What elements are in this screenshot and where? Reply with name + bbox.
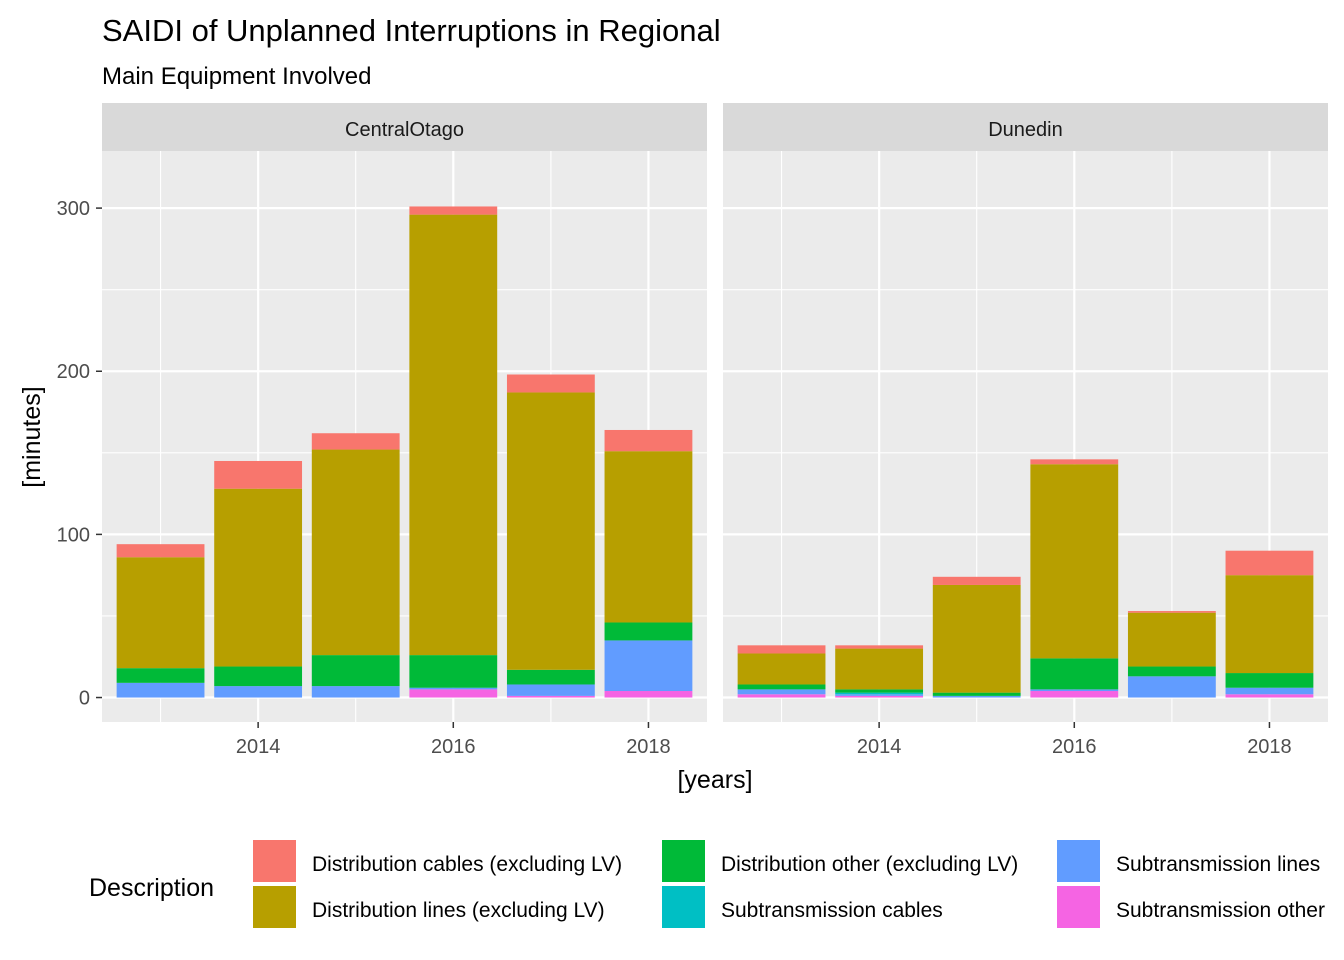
panel-0: CentralOtago 2014 2016 2018 0 100 200 300 [57, 103, 707, 758]
bar-segment [506, 374, 595, 393]
panel-1: Dunedin 2014 2016 2018 [723, 103, 1328, 758]
bar-segment [1030, 464, 1119, 659]
legend-label: Distribution other (excluding LV) [721, 853, 1018, 876]
bar-segment [1225, 687, 1314, 695]
bar-segment [1030, 658, 1119, 690]
y-tick-label: 300 [57, 198, 90, 220]
legend-key [253, 886, 296, 928]
legend: Distribution cables (excluding LV) Distri… [253, 840, 1325, 928]
legend-key [1057, 886, 1100, 928]
y-tick-label: 0 [79, 688, 90, 710]
legend-key [662, 886, 705, 928]
bar-segment [116, 544, 205, 558]
bar-segment [311, 449, 400, 656]
bar-segment [932, 692, 1021, 696]
bar-segment [932, 584, 1021, 693]
bar-segment [1127, 666, 1216, 677]
bar-segment [214, 666, 303, 687]
bar-segment [506, 392, 595, 670]
x-tick-label: 2016 [431, 736, 476, 758]
bar-segment [932, 695, 1021, 698]
bar-segment [409, 689, 498, 698]
bar-segment [1225, 694, 1314, 698]
bar-segment [1127, 611, 1216, 613]
legend-key [253, 840, 296, 882]
legend-key [1057, 840, 1100, 882]
bar-segment [835, 695, 924, 698]
bar-segment [1127, 676, 1216, 698]
bar-segment [737, 684, 826, 690]
bar-segment [214, 686, 303, 698]
bar-segment [409, 206, 498, 215]
bar-segment [1225, 673, 1314, 688]
bar-segment [311, 433, 400, 450]
facet-label: CentralOtago [345, 119, 464, 141]
facet-strip [723, 103, 1328, 151]
legend-label: Distribution cables (excluding LV) [312, 853, 622, 876]
bar-segment [1127, 612, 1216, 667]
bar-segment [506, 695, 595, 698]
bar-segment [835, 694, 924, 696]
bar-segment [116, 682, 205, 698]
bar-segment [835, 645, 924, 649]
x-axis-label: [years] [677, 766, 752, 794]
bar-segment [1030, 459, 1119, 465]
bar-segment [604, 451, 693, 623]
facet-strip [102, 103, 707, 151]
bar-segment [737, 645, 826, 654]
legend-title: Description [89, 874, 214, 902]
legend-label: Subtransmission other [1116, 899, 1325, 922]
legend-label: Distribution lines (excluding LV) [312, 899, 605, 922]
bar-segment [835, 648, 924, 690]
bar-segment [604, 429, 693, 452]
bar-segment [311, 686, 400, 698]
bar-segment [737, 653, 826, 685]
x-tick-label: 2018 [1247, 736, 1292, 758]
legend-label: Subtransmission lines [1116, 853, 1320, 876]
bar-segment [214, 460, 303, 489]
bar-segment [311, 655, 400, 687]
legend-key [662, 840, 705, 882]
y-tick-label: 200 [57, 361, 90, 383]
bar-segment [1225, 575, 1314, 674]
bar-segment [506, 684, 595, 696]
chart-title: SAIDI of Unplanned Interruptions in Regi… [102, 13, 721, 48]
bar-segment [506, 669, 595, 685]
chart-subtitle: Main Equipment Involved [102, 63, 371, 90]
bar-segment [932, 576, 1021, 585]
bar-segment [1030, 691, 1119, 698]
bar-segment [409, 687, 498, 690]
bar-segment [835, 689, 924, 693]
bar-segment [409, 655, 498, 688]
bar-segment [409, 214, 498, 656]
bar-segment [604, 640, 693, 692]
bar-segment [1225, 550, 1314, 576]
x-tick-label: 2018 [626, 736, 671, 758]
bar-segment [604, 691, 693, 698]
bar-segment [604, 622, 693, 641]
bar-segment [835, 692, 924, 695]
x-tick-label: 2016 [1052, 736, 1097, 758]
x-tick-label: 2014 [236, 736, 281, 758]
bar-segment [116, 557, 205, 669]
y-axis-label: [minutes] [18, 386, 46, 487]
facet-label: Dunedin [988, 119, 1063, 141]
bar-segment [737, 689, 826, 695]
bar-segment [737, 694, 826, 698]
y-tick-label: 100 [57, 524, 90, 546]
x-tick-label: 2014 [857, 736, 902, 758]
bar-segment [1030, 689, 1119, 692]
bar-segment [214, 488, 303, 667]
panels: CentralOtago 2014 2016 2018 0 100 200 300 Dunedi… [57, 103, 1328, 758]
legend-label: Subtransmission cables [721, 899, 943, 922]
bar-segment [116, 668, 205, 683]
